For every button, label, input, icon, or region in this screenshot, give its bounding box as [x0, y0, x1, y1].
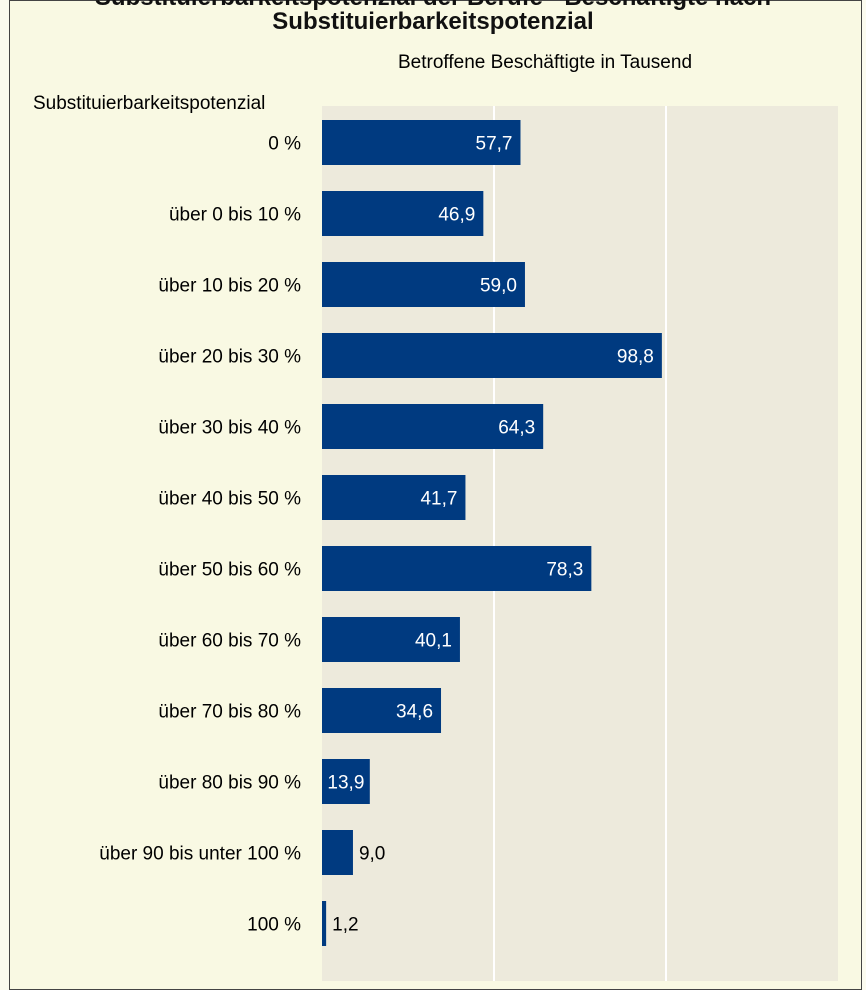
bar-2	[322, 262, 525, 307]
page-title: Substituierbarkeitspotenzial der Berufe …	[95, 0, 771, 35]
bar-4	[322, 404, 544, 449]
value-label-1: 46,9	[438, 205, 475, 226]
category-label-0: 0 %	[268, 134, 301, 155]
value-label-5: 41,7	[420, 489, 457, 510]
category-label-11: 100 %	[247, 915, 301, 936]
value-label-2: 59,0	[480, 276, 517, 297]
category-label-3: über 20 bis 30 %	[158, 347, 301, 368]
category-label-6: über 50 bis 60 %	[158, 560, 301, 581]
gridlines	[493, 106, 667, 981]
value-label-6: 78,3	[546, 560, 583, 581]
bar-11	[322, 901, 327, 946]
value-labels: 57,7 46,9 59,0 98,8 64,3 41,7 78,3 40,1 34,6 13,9…	[327, 134, 653, 936]
plot-area	[322, 106, 838, 981]
value-label-9: 13,9	[327, 773, 364, 794]
category-label-2: über 10 bis 20 %	[158, 276, 301, 297]
category-label-8: über 70 bis 80 %	[158, 702, 301, 723]
y-axis-label: Substituierbarkeitspotenzial	[33, 93, 266, 114]
x-axis-label: Betroffene Beschäftigte in Tausend	[398, 52, 693, 73]
bar-6	[322, 546, 592, 591]
bar-5	[322, 475, 466, 520]
value-label-3: 98,8	[617, 347, 654, 368]
bar-8	[322, 688, 442, 733]
category-label-1: über 0 bis 10 %	[169, 205, 301, 226]
bars	[322, 120, 662, 946]
bar-7	[322, 617, 460, 662]
bar-9	[322, 759, 370, 804]
category-label-7: über 60 bis 70 %	[158, 631, 301, 652]
value-label-4: 64,3	[498, 418, 535, 439]
bar-3	[322, 333, 662, 378]
value-label-0: 57,7	[476, 134, 513, 155]
bar-1	[322, 191, 484, 236]
value-label-10: 9,0	[359, 844, 385, 865]
value-label-8: 34,6	[396, 702, 433, 723]
bar-0	[322, 120, 521, 165]
category-label-4: über 30 bis 40 %	[158, 418, 301, 439]
value-label-11: 1,2	[332, 915, 358, 936]
category-labels: 0 % über 0 bis 10 % über 10 bis 20 % über 2…	[99, 134, 301, 936]
category-label-10: über 90 bis unter 100 %	[99, 844, 301, 865]
category-label-9: über 80 bis 90 %	[158, 773, 301, 794]
bar-10	[322, 830, 353, 875]
category-label-5: über 40 bis 50 %	[158, 489, 301, 510]
value-label-7: 40,1	[415, 631, 452, 652]
